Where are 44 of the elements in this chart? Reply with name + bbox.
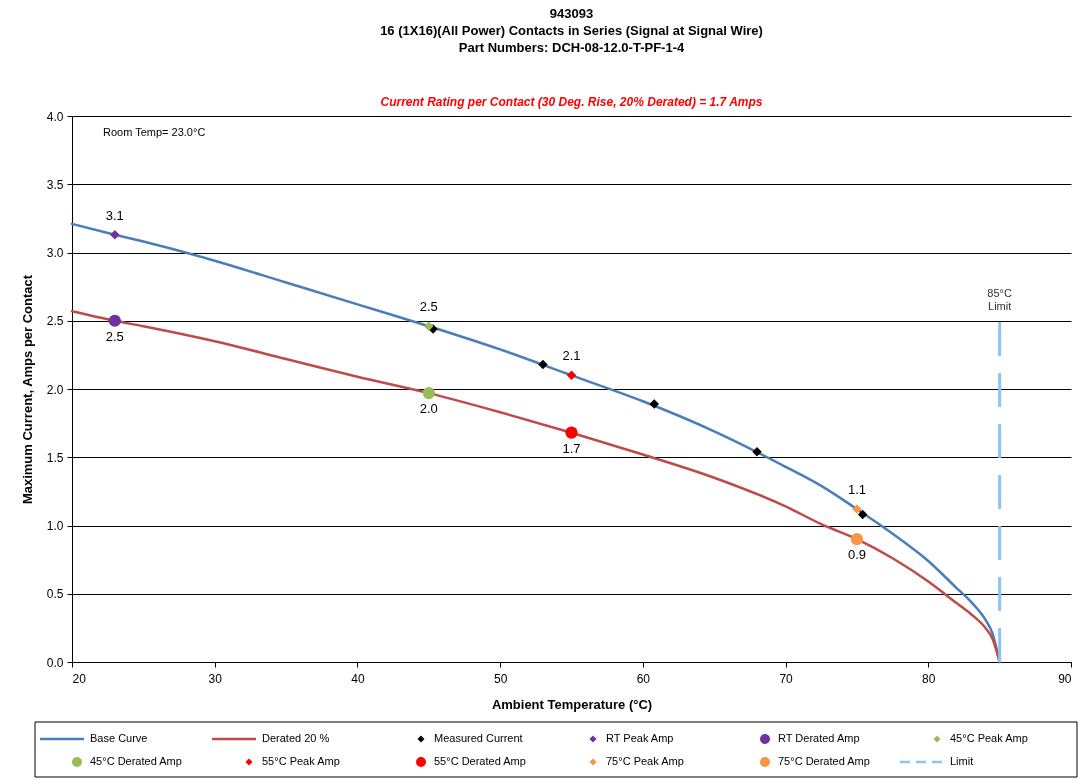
legend-label: 55°C Derated Amp: [434, 755, 526, 767]
x-tick-label: 50: [493, 671, 508, 686]
data-label: 1.7: [562, 440, 581, 456]
data-label: 2.1: [562, 348, 581, 364]
chart-title: 943093 16 (1X16)(All Power) Contacts in Series (Signal at Signal Wire) Part Numbers: DCH-08-12.0-T-PF-1-4: [380, 6, 763, 55]
y-tick-label: 3.0: [46, 246, 64, 260]
y-tick-label: 1.5: [46, 450, 64, 465]
y-tick-label: 0.5: [46, 587, 64, 602]
y-axis-title: Maximum Current, Amps per Contact: [19, 274, 35, 505]
x-tick-label: 30: [208, 671, 223, 686]
y-tick-label: 1.0: [46, 519, 64, 533]
y-tick-label: 3.5: [46, 177, 64, 192]
data-label: 2.5: [419, 299, 438, 315]
annotation: 85°C Limit: [987, 286, 1012, 312]
y-tick-label: 2.5: [46, 314, 64, 329]
legend-label: Limit: [950, 755, 974, 767]
chart-subtitle: Current Rating per Contact (30 Deg. Rise, 20% Derated) = 1.7 Amps: [380, 95, 763, 109]
data-label: 0.9: [847, 547, 866, 563]
x-tick-label: 80: [922, 671, 936, 686]
legend-label: Derated 20 %: [262, 732, 330, 744]
legend-label: 75°C Peak Amp: [606, 755, 684, 767]
x-tick-label: 90: [1058, 671, 1072, 686]
annotation: Room Temp= 23.0°C: [103, 126, 206, 138]
y-tick-label: 2.0: [46, 382, 64, 397]
y-tick-label: 4.0: [46, 109, 64, 124]
data-label: 3.1: [105, 207, 124, 223]
legend-label: Base Curve: [90, 732, 148, 744]
data-label: 2.0: [419, 401, 438, 417]
line-series: [70, 309, 1001, 664]
y-tick-label: 0.0: [46, 655, 64, 670]
legend-label: Measured Current: [434, 732, 523, 744]
legend-label: 55°C Peak Amp: [262, 755, 340, 767]
legend-label: 75°C Derated Amp: [778, 755, 870, 767]
data-label: 2.5: [105, 328, 124, 344]
x-tick-label: 20: [72, 671, 87, 686]
x-tick-label: 40: [351, 671, 365, 686]
legend-label: 45°C Derated Amp: [90, 755, 182, 767]
legend-label: RT Derated Amp: [778, 732, 860, 744]
data-label: 1.1: [847, 482, 866, 498]
legend-label: 45°C Peak Amp: [950, 732, 1028, 744]
x-axis-title: Ambient Temperature (°C): [491, 696, 653, 712]
x-tick-label: 70: [779, 671, 794, 686]
legend-label: RT Peak Amp: [606, 732, 674, 744]
x-tick-label: 60: [636, 671, 651, 686]
